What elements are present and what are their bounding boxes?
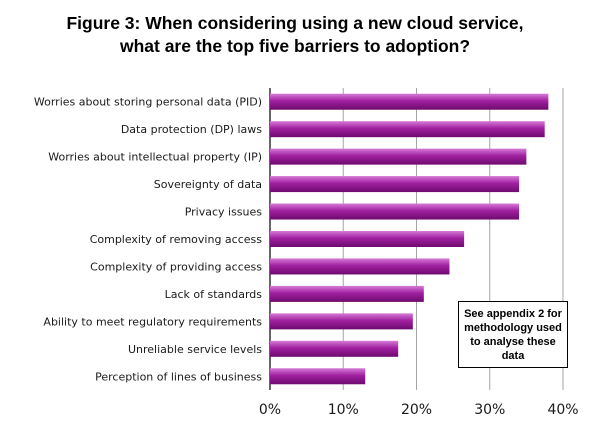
category-label: Data protection (DP) laws xyxy=(121,123,262,136)
category-label: Complexity of providing access xyxy=(90,260,262,273)
chart-title-line-1: Figure 3: When considering using a new c… xyxy=(66,13,524,33)
category-label: Lack of standards xyxy=(165,288,263,301)
x-tick-label: 30% xyxy=(474,402,505,418)
x-tick-label: 40% xyxy=(547,402,578,418)
category-label: Ability to meet regulatory requirements xyxy=(43,315,262,328)
bar xyxy=(270,231,465,247)
bar xyxy=(270,203,520,220)
category-label: Sovereignty of data xyxy=(154,178,262,191)
bar xyxy=(270,148,527,165)
bar xyxy=(270,340,399,357)
bar xyxy=(270,285,424,302)
bar xyxy=(270,176,520,193)
methodology-note: See appendix 2 for methodology used to a… xyxy=(458,301,568,368)
category-label: Worries about intellectual property (IP) xyxy=(48,151,262,164)
bar xyxy=(270,93,549,110)
category-label: Perception of lines of business xyxy=(95,370,262,383)
x-tick-label: 20% xyxy=(401,402,432,418)
chart-title: Figure 3: When considering using a new c… xyxy=(0,12,590,58)
bar xyxy=(270,258,450,275)
category-label: Complexity of removing access xyxy=(90,233,263,246)
category-label: Unreliable service levels xyxy=(128,343,262,356)
category-label: Privacy issues xyxy=(185,206,263,219)
bar xyxy=(270,121,545,138)
bars xyxy=(270,93,549,385)
category-labels: Worries about storing personal data (PID… xyxy=(34,96,262,384)
x-axis-tick-labels: 0% 10% 20% 30% 40% xyxy=(259,402,579,418)
x-tick-label: 0% xyxy=(259,402,281,418)
category-label: Worries about storing personal data (PID… xyxy=(34,96,262,109)
bar xyxy=(270,313,413,330)
x-tick-label: 10% xyxy=(328,402,359,418)
chart-title-line-2: what are the top five barriers to adopti… xyxy=(119,36,471,56)
bar xyxy=(270,368,366,385)
